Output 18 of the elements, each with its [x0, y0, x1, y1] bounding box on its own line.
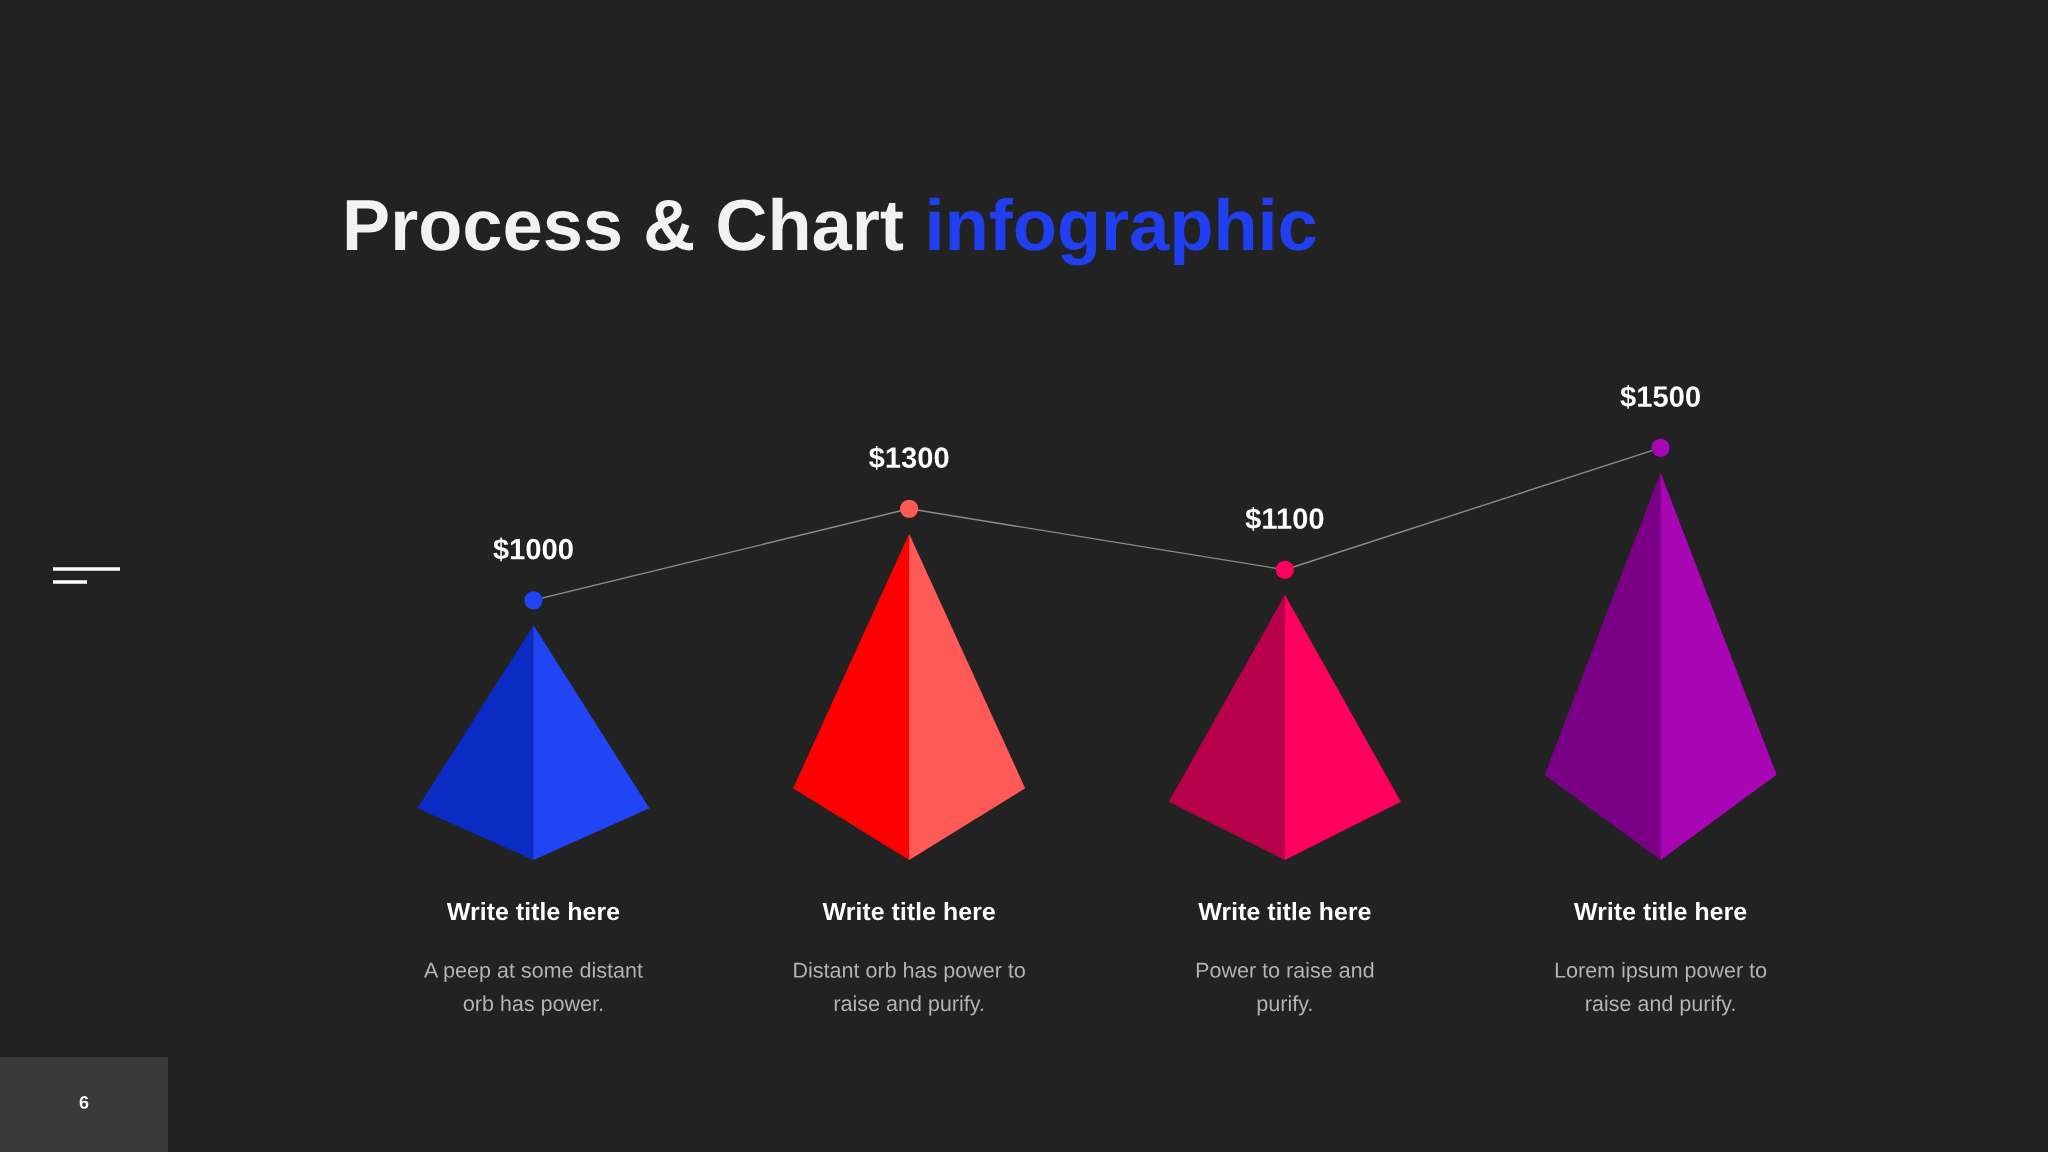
- point: [900, 499, 919, 518]
- data-label: $1300: [868, 446, 949, 470]
- text: Power to raise and purify.: [1196, 962, 1374, 1016]
- point: [1275, 560, 1294, 579]
- chart-title: Process & Chart infographic: [346, 197, 1316, 266]
- data-label: $1100: [1245, 507, 1324, 531]
- data-label: $1000: [493, 537, 573, 562]
- text: A peep at some distant orb has power.: [423, 962, 643, 1016]
- x-tick-label: Write title here: [1574, 902, 1747, 921]
- data-label: $1500: [1620, 385, 1700, 409]
- point: [1651, 438, 1670, 457]
- text: Lorem ipsum power to raise and purify.: [1555, 962, 1767, 1016]
- text: Distant orb has power to raise and purify.: [794, 962, 1025, 1016]
- x-tick-label: Write title here: [1198, 902, 1371, 921]
- x-tick-label: Write title here: [822, 902, 995, 921]
- x-tick-label: Write title here: [446, 902, 620, 921]
- point: [524, 591, 543, 610]
- text: 6: [79, 1096, 89, 1109]
